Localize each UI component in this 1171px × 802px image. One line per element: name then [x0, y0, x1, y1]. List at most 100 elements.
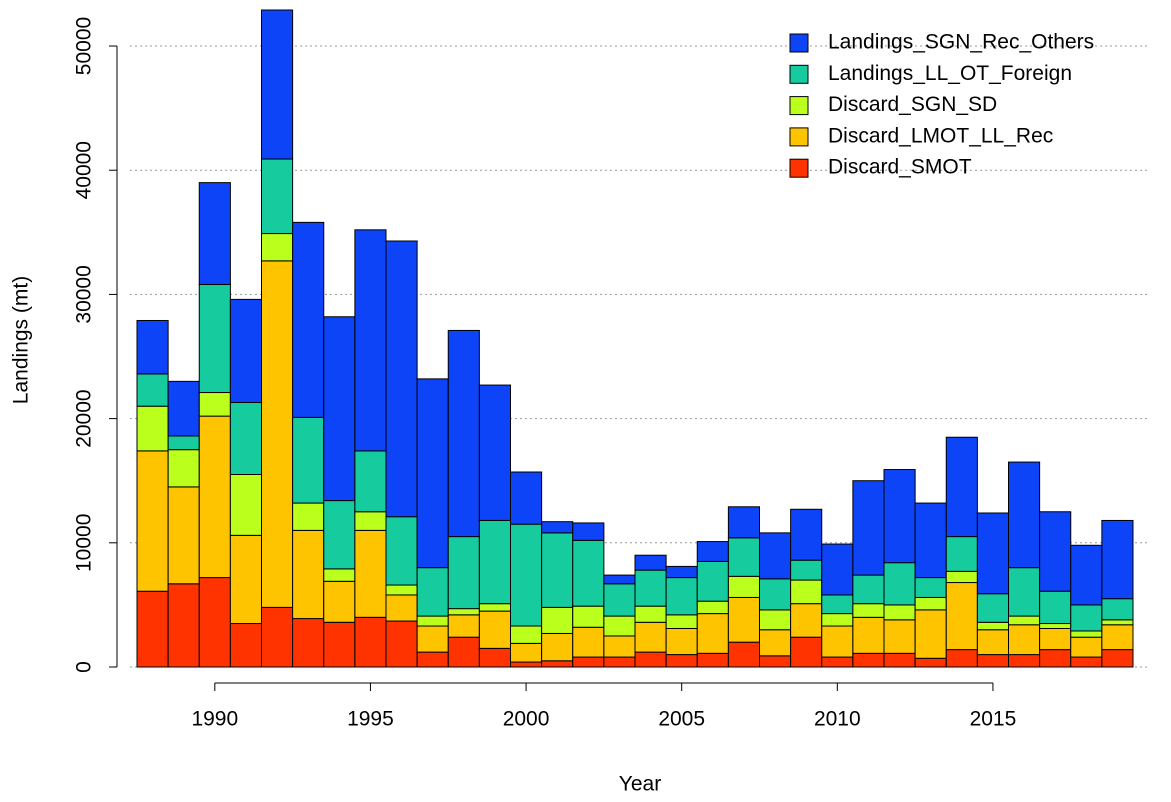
bar-segment — [261, 9, 294, 160]
bar-segment — [572, 539, 605, 607]
legend-label: Discard_LMOT_LL_Rec — [828, 124, 1053, 147]
bar-segment — [821, 613, 854, 627]
bar-segment — [572, 656, 605, 668]
bar-segment — [603, 635, 636, 658]
bar-segment — [883, 604, 916, 621]
bar-segment — [447, 636, 480, 668]
bar-segment — [292, 221, 325, 418]
bar-segment — [1101, 624, 1134, 651]
bar-segment — [883, 562, 916, 606]
bar-segment — [634, 651, 667, 668]
bar-segment — [759, 532, 792, 580]
bar-segment — [821, 543, 854, 596]
bar-segment — [1008, 615, 1041, 626]
bar-segment — [136, 590, 169, 668]
bar-segment — [510, 661, 543, 668]
bar-segment — [1101, 598, 1134, 621]
x-tick-label: 2005 — [658, 708, 705, 731]
bar-segment — [945, 436, 978, 538]
legend-swatch — [789, 33, 809, 53]
bar-segment — [136, 405, 169, 452]
bar-segment — [1070, 604, 1103, 632]
bar-segment — [1101, 619, 1134, 626]
bar-segment — [292, 618, 325, 668]
bar-segment — [883, 619, 916, 654]
bar-segment — [354, 511, 387, 531]
bar-segment — [229, 298, 262, 403]
bar-segment — [1070, 636, 1103, 658]
bar-segment — [478, 610, 511, 649]
bar-segment — [478, 519, 511, 605]
bar-segment — [634, 569, 667, 607]
bar-segment — [883, 469, 916, 564]
bar-segment — [914, 577, 947, 598]
x-tick-label: 2010 — [814, 708, 861, 731]
bar-segment — [914, 609, 947, 659]
legend-swatch — [789, 158, 809, 178]
bar-segment — [852, 480, 885, 576]
y-tick-label: 10000 — [73, 514, 96, 572]
bar-segment — [914, 596, 947, 611]
bar-segment — [1070, 544, 1103, 606]
bar-segment — [385, 240, 418, 518]
bar-segment — [354, 616, 387, 668]
bar-segment — [478, 384, 511, 521]
bar-segment — [136, 319, 169, 375]
bar-segment — [229, 623, 262, 668]
bar-segment — [447, 608, 480, 616]
bar-segment — [1008, 654, 1041, 668]
bar-segment — [603, 574, 636, 585]
bar-segment — [323, 316, 356, 502]
bar-segment — [261, 260, 294, 608]
bar-segment — [136, 373, 169, 407]
bar-segment — [976, 512, 1009, 595]
bar-segment — [603, 583, 636, 617]
legend-swatch — [789, 96, 809, 116]
bar-segment — [416, 625, 449, 653]
bar-segment — [665, 654, 698, 668]
bar-segment — [447, 614, 480, 638]
legend-label: Landings_SGN_Rec_Others — [828, 31, 1094, 54]
x-tick-label: 2000 — [503, 708, 550, 731]
bar-segment — [541, 606, 574, 634]
bar-segment — [510, 523, 543, 627]
bar-segment — [945, 582, 978, 651]
legend-swatch — [789, 127, 809, 147]
bar-segment — [261, 158, 294, 235]
x-tick-label: 1990 — [191, 708, 238, 731]
bar-segment — [447, 329, 480, 538]
bar-segment — [572, 605, 605, 628]
bar-segment — [292, 502, 325, 531]
bar-segment — [198, 182, 231, 285]
bar-segment — [416, 615, 449, 627]
bar-segment — [198, 283, 231, 394]
bar-segment — [696, 600, 729, 615]
bar-segment — [323, 568, 356, 582]
bar-segment — [1101, 519, 1134, 600]
bar-segment — [727, 596, 760, 643]
bar-segment — [261, 233, 294, 262]
bar-segment — [541, 632, 574, 662]
bar-segment — [790, 508, 823, 561]
bar-segment — [976, 621, 1009, 631]
bar-segment — [790, 636, 823, 668]
bar-segment — [510, 625, 543, 644]
bar-segment — [447, 536, 480, 610]
bar-segment — [167, 486, 200, 585]
bar-segment — [229, 401, 262, 475]
bar-segment — [572, 522, 605, 541]
bar-segment — [1070, 656, 1103, 668]
bar-segment — [945, 570, 978, 584]
bar-segment — [416, 378, 449, 569]
bar-segment — [852, 603, 885, 618]
bar-segment — [1070, 630, 1103, 638]
bar-segment — [603, 615, 636, 637]
bar-segment — [292, 529, 325, 620]
bar-segment — [665, 627, 698, 656]
bar-segment — [603, 656, 636, 668]
bar-segment — [727, 575, 760, 598]
bar-segment — [1008, 624, 1041, 656]
bar-segment — [385, 516, 418, 586]
bar-segment — [261, 606, 294, 668]
bar-segment — [665, 614, 698, 629]
